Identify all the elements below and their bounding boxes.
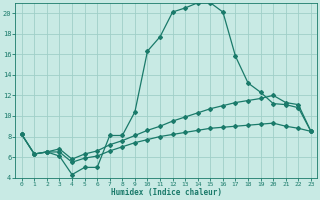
X-axis label: Humidex (Indice chaleur): Humidex (Indice chaleur) (111, 188, 222, 197)
